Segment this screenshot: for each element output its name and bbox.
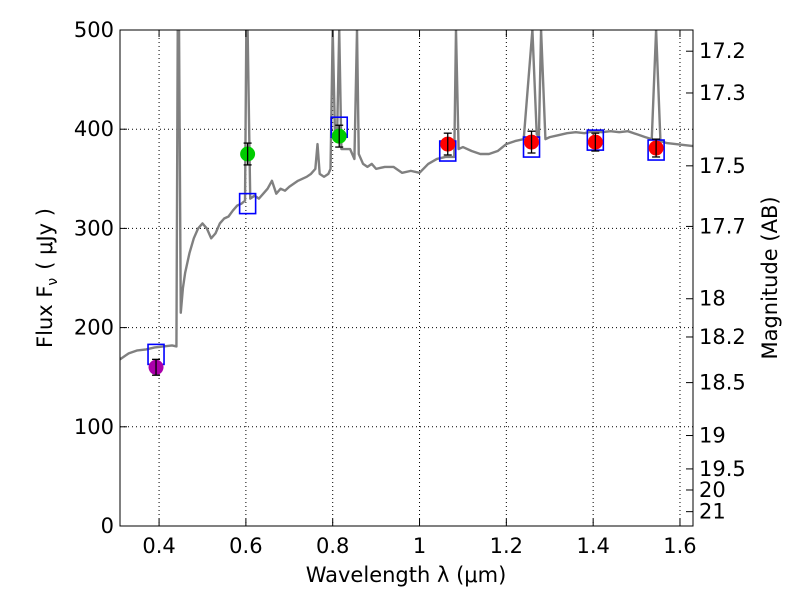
y-axis-label: Flux Fν ( μJy ) bbox=[33, 208, 61, 348]
y2-tick-label: 18.2 bbox=[699, 325, 746, 349]
y2-tick-label: 19 bbox=[699, 424, 726, 448]
y2-tick-label: 19.5 bbox=[699, 457, 746, 481]
y-tick-label: 500 bbox=[74, 18, 114, 42]
y2-tick-label: 20 bbox=[699, 478, 726, 502]
y-tick-label: 200 bbox=[74, 316, 114, 340]
x-tick-label: 0.4 bbox=[142, 534, 175, 558]
y-tick-label: 100 bbox=[74, 415, 114, 439]
y2-tick-label: 17.5 bbox=[699, 154, 746, 178]
x-tick-label: 1 bbox=[413, 534, 426, 558]
y2-tick-label: 17.7 bbox=[699, 214, 746, 238]
y-axis-label-main: Flux F bbox=[33, 286, 57, 348]
y2-tick-label: 18 bbox=[699, 287, 726, 311]
spectrum-layer bbox=[120, 30, 693, 361]
x-axis-label: Wavelength λ (μm) bbox=[306, 563, 507, 587]
y2-tick-label: 17.2 bbox=[699, 39, 746, 63]
x-tick-label: 1.4 bbox=[576, 534, 609, 558]
y-axis-label-subscript: ν bbox=[45, 278, 61, 286]
ticks: 0.4 0.6 0.8 1 1.2 1.4 1.6 0 100 200 300 400 500 17.2 1… bbox=[74, 18, 746, 558]
y2-tick-label: 21 bbox=[699, 500, 726, 524]
spectrum-line bbox=[120, 30, 693, 361]
y-axis-label-unit: ( μJy ) bbox=[33, 208, 57, 270]
grid bbox=[120, 30, 693, 526]
y2-tick-label: 17.3 bbox=[699, 81, 746, 105]
photometry-layer bbox=[147, 116, 665, 376]
y2-tick-label: 18.5 bbox=[699, 371, 746, 395]
x-tick-label: 0.8 bbox=[316, 534, 349, 558]
plot-frame bbox=[119, 29, 694, 527]
x-tick-label: 1.2 bbox=[490, 534, 523, 558]
x-tick-label: 0.6 bbox=[229, 534, 262, 558]
y2-axis-label: Magnitude (AB) bbox=[758, 196, 782, 359]
y-tick-label: 400 bbox=[74, 117, 114, 141]
synthetic-photometry-square bbox=[238, 192, 257, 215]
y-tick-label: 300 bbox=[74, 216, 114, 240]
y-tick-label: 0 bbox=[101, 514, 114, 538]
x-tick-label: 1.6 bbox=[663, 534, 696, 558]
